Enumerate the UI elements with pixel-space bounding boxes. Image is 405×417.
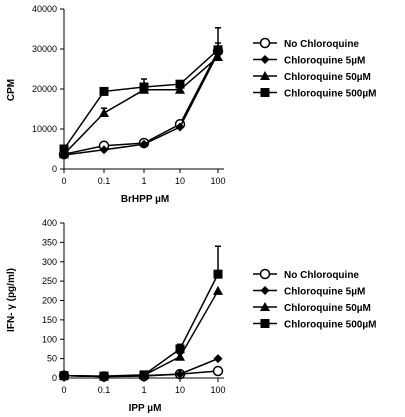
legend: No Chloroquine Chloroquine 5µM Chloroquine…: [253, 268, 376, 331]
y-tick-label: 350: [42, 237, 57, 247]
x-axis-title: IPP µM: [129, 403, 162, 414]
data-point: [99, 145, 109, 155]
data-point: [213, 45, 223, 55]
data-point: [59, 371, 69, 381]
y-tick-label: 150: [42, 315, 57, 325]
data-point: [175, 79, 185, 89]
x-tick-label: 1: [141, 385, 146, 395]
data-point: [99, 371, 109, 381]
data-point: [139, 370, 149, 380]
y-tick-label: 10000: [32, 124, 57, 134]
x-tick-label: 1: [141, 176, 146, 186]
data-point: [175, 369, 185, 379]
legend-label: No Chloroquine: [284, 39, 359, 50]
data-point: [175, 351, 185, 361]
data-point: [213, 354, 223, 364]
legend-marker: [259, 37, 271, 49]
legend-marker: [259, 268, 271, 280]
x-tick-label: 0.1: [98, 176, 111, 186]
y-tick-label: 40000: [32, 4, 57, 14]
data-point: [213, 285, 223, 295]
legend-marker: [260, 319, 270, 328]
data-point: [99, 86, 109, 96]
data-point: [213, 269, 223, 279]
series-3: [59, 27, 223, 154]
ipp-ifn-gamma-chart: 0 50 100 150 200 250 300 350 400 0 0.1 1 10 100 IPP µM…: [6, 218, 376, 414]
series-line: [63, 273, 219, 377]
data-point: [213, 52, 223, 61]
y-tick-label: 250: [42, 276, 57, 286]
y-tick-label: 200: [42, 296, 57, 306]
x-tick-label: 100: [210, 176, 225, 186]
y-tick-label: 30000: [32, 44, 57, 54]
y-tick-label: 300: [42, 257, 57, 267]
legend-label: Chloroquine 50µM: [284, 303, 371, 314]
legend-label: Chloroquine 50µM: [284, 72, 371, 83]
y-axis-title: CPM: [6, 79, 17, 101]
x-tick-label: 100: [210, 385, 225, 395]
y-tick-label: 0: [52, 373, 57, 383]
legend-label: Chloroquine 500µM: [284, 89, 376, 100]
series-1: [59, 48, 223, 160]
x-tick-label: 10: [175, 385, 185, 395]
legend-label: No Chloroquine: [284, 270, 359, 281]
legend-marker: [260, 71, 270, 80]
legend-label: Chloroquine 5µM: [284, 287, 365, 298]
legend-marker: [260, 302, 270, 311]
y-tick-label: 50: [47, 354, 57, 364]
series-3: [59, 245, 223, 381]
legend-label: Chloroquine 500µM: [284, 320, 376, 331]
data-point: [99, 108, 109, 117]
legend: No Chloroquine Chloroquine 5µM Chloroquine…: [253, 37, 376, 100]
data-point: [175, 122, 185, 132]
brhpp-cpm-chart: 0 10000 20000 30000 40000 0 0.1 1 10 100 BrHPP µM C…: [6, 4, 376, 205]
legend-label: Chloroquine 5µM: [284, 56, 365, 67]
data-point: [175, 344, 185, 354]
legend-marker: [260, 286, 270, 295]
x-axis-title: BrHPP µM: [121, 194, 169, 205]
y-tick-label: 0: [52, 164, 57, 174]
y-tick-label: 100: [42, 334, 57, 344]
data-point: [139, 139, 149, 149]
data-point: [139, 82, 149, 92]
x-tick-label: 0.1: [98, 385, 111, 395]
data-point: [59, 149, 69, 159]
y-tick-label: 400: [42, 218, 57, 228]
data-point: [59, 144, 69, 154]
y-axis-title: IFN- γ (pg/ml): [6, 268, 17, 332]
series-line: [63, 290, 219, 378]
data-point: [175, 84, 185, 94]
legend-marker: [260, 88, 270, 97]
data-point: [212, 365, 224, 377]
x-tick-label: 0: [61, 385, 66, 395]
x-tick-label: 0: [61, 176, 66, 186]
series-0: [58, 42, 224, 160]
y-tick-label: 20000: [32, 84, 57, 94]
x-tick-label: 10: [175, 176, 185, 186]
legend-marker: [260, 55, 270, 64]
